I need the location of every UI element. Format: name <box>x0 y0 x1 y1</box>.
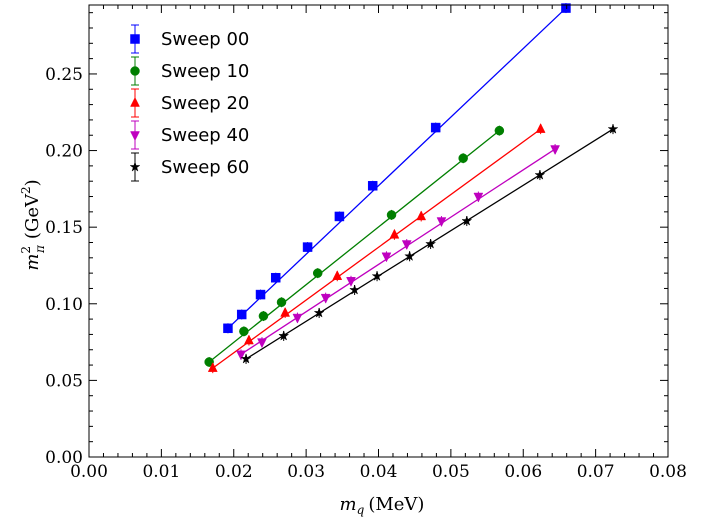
x-tick-label: 0.05 <box>432 462 470 482</box>
data-point <box>458 153 468 163</box>
x-tick-label: 0.02 <box>215 462 253 482</box>
y-tick-label: 0.00 <box>45 448 83 468</box>
data-point <box>236 309 247 320</box>
data-point <box>276 297 287 307</box>
legend-marker <box>130 96 140 107</box>
data-point <box>381 252 392 263</box>
data-point <box>255 289 266 300</box>
x-tick-label: 0.08 <box>649 462 687 482</box>
data-point <box>223 323 233 334</box>
data-point <box>240 353 252 364</box>
data-point <box>207 362 218 372</box>
x-tick-label: 0.00 <box>70 462 108 482</box>
data-point <box>367 181 378 191</box>
legend: Sweep 00 Sweep 10 Sweep 20 Sweep 40 Sweep 60 <box>129 24 249 182</box>
data-point <box>236 350 246 361</box>
data-point <box>461 215 473 226</box>
data-point <box>349 284 361 295</box>
data-point <box>204 357 214 367</box>
data-point <box>334 211 345 222</box>
y-tick-label: 0.25 <box>45 65 83 85</box>
fit-line <box>208 130 500 363</box>
data-point <box>320 293 331 304</box>
data-point <box>416 210 427 221</box>
legend-label: Sweep 20 <box>161 93 249 114</box>
data-point <box>280 306 291 317</box>
data-point <box>332 270 343 280</box>
fit-lines <box>208 7 614 369</box>
x-tick-label: 0.06 <box>504 462 542 482</box>
fit-line <box>212 128 542 369</box>
data-point <box>258 311 269 321</box>
data-point <box>389 228 400 239</box>
data-point <box>561 3 571 13</box>
fit-line <box>227 7 567 329</box>
y-tick-label: 0.20 <box>45 142 83 162</box>
data-point <box>371 270 383 281</box>
y-axis-label: m2π(GeV2) <box>19 179 47 270</box>
x-axis-label: mq (MeV) <box>340 494 425 517</box>
y-axis-ticks: 0.00 0.05 0.10 0.15 0.20 0.25 <box>45 12 668 468</box>
data-point <box>401 240 412 251</box>
data-point <box>430 122 441 133</box>
data-point <box>270 272 281 283</box>
data-point <box>425 238 437 249</box>
legend-label: Sweep 40 <box>161 125 249 146</box>
data-point <box>292 313 303 324</box>
data-point <box>386 210 397 220</box>
data-point <box>313 307 325 318</box>
x-tick-label: 0.03 <box>287 462 325 482</box>
fit-line <box>240 148 556 355</box>
data-point <box>244 334 254 345</box>
legend-marker <box>130 34 140 44</box>
legend-label: Sweep 10 <box>161 61 249 82</box>
data-point <box>302 242 313 252</box>
x-tick-label: 0.04 <box>360 462 398 482</box>
legend-label: Sweep 60 <box>161 157 249 178</box>
data-point <box>346 277 356 287</box>
y-tick-label: 0.15 <box>45 218 83 238</box>
legend-label: Sweep 00 <box>161 29 249 50</box>
x-tick-label: 0.01 <box>142 462 180 482</box>
data-point <box>436 217 447 228</box>
data-point <box>278 330 290 341</box>
data-point <box>404 250 416 261</box>
data-point <box>239 326 249 337</box>
x-tick-label: 0.07 <box>577 462 615 482</box>
data-point <box>550 145 560 156</box>
y-tick-label: 0.10 <box>45 295 83 315</box>
legend-marker <box>130 131 140 142</box>
data-points <box>204 3 619 374</box>
x-axis-ticks: 0.00 0.01 0.02 0.03 0.04 0.05 0.06 0.07 0.08 <box>70 5 687 482</box>
legend-marker <box>129 161 141 172</box>
data-point <box>257 338 267 349</box>
y-tick-label: 0.05 <box>45 371 83 391</box>
data-point <box>473 192 484 203</box>
data-point <box>312 268 323 278</box>
legend-marker <box>130 66 140 76</box>
data-point <box>534 169 546 180</box>
data-point <box>607 123 619 134</box>
data-point <box>535 123 546 133</box>
data-point <box>494 125 505 136</box>
